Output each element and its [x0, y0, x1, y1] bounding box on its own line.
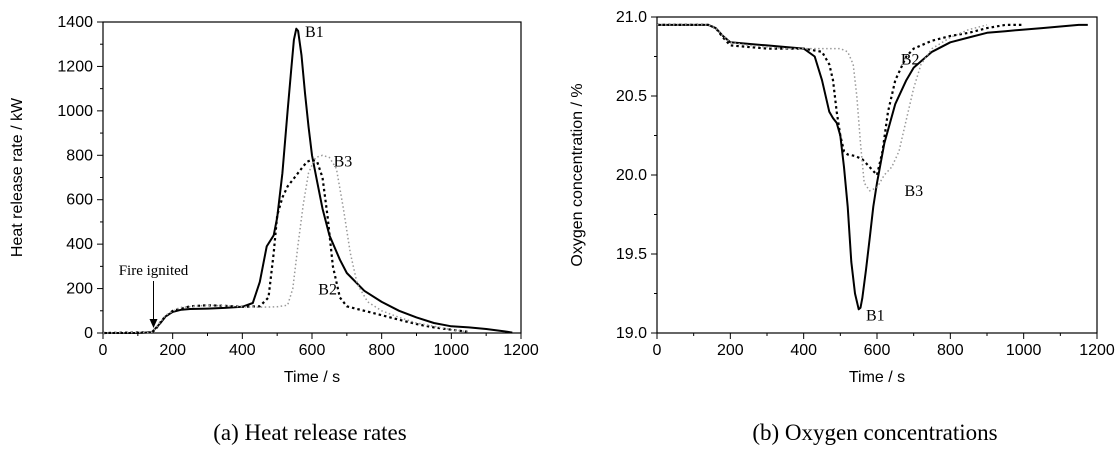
series-label-b2: B2	[318, 282, 337, 299]
x-tick-label: 1200	[1079, 342, 1115, 359]
y-tick-label: 200	[66, 281, 93, 298]
oxygen-concentration-panel: 0 200 400 600 800 1000 1200 19.0 19.5 20.0 20.5 21.…	[569, 9, 1115, 445]
y-tick-label: 19.0	[616, 325, 647, 342]
series-label-b1: B1	[866, 308, 885, 325]
y-tick-label: 0	[84, 325, 93, 342]
y-tick-label: 600	[66, 192, 93, 209]
y-tick-label: 1200	[57, 58, 93, 75]
series-label-b3: B3	[334, 154, 353, 171]
series-line-b2	[102, 158, 469, 335]
x-tick-label: 800	[368, 342, 395, 359]
x-tick-label: 1000	[1006, 342, 1042, 359]
x-tick-label: 0	[99, 342, 108, 359]
panel-caption: (b) Oxygen concentrations	[752, 420, 997, 445]
x-axis-label: Time / s	[849, 369, 905, 386]
x-tick-label: 600	[864, 342, 891, 359]
plot-frame	[102, 21, 522, 334]
series-line-b2	[657, 23, 1024, 177]
heat-release-panel: 0 200 400 600 800 1000 1200 0 200 400 600 800 1000 12…	[9, 14, 539, 445]
series-line-b1	[657, 23, 1088, 311]
y-tick-label: 1400	[57, 14, 93, 31]
y-axis-label: Heat release rate / kW	[9, 97, 26, 257]
x-tick-label: 400	[790, 342, 817, 359]
plot-frame	[656, 16, 1098, 334]
series-line-b3	[657, 24, 988, 192]
y-tick-label: 400	[66, 236, 93, 253]
series-label-b3: B3	[905, 183, 924, 200]
series-line-b1	[103, 27, 513, 334]
series-line-b3	[102, 154, 469, 334]
y-axis-label: Oxygen concentration / %	[569, 83, 586, 266]
x-tick-label: 1000	[434, 342, 470, 359]
x-axis-label: Time / s	[284, 369, 340, 386]
series-label-b2: B2	[901, 52, 920, 69]
y-tick-label: 20.0	[616, 167, 647, 184]
fire-ignited-annotation: Fire ignited	[119, 263, 189, 328]
x-tick-label: 800	[937, 342, 964, 359]
y-tick-label: 21.0	[616, 9, 647, 26]
x-tick-label: 0	[653, 342, 662, 359]
series-label-b1: B1	[305, 24, 324, 41]
panel-caption: (a) Heat release rates	[213, 420, 406, 445]
annotation-label: Fire ignited	[119, 263, 189, 279]
x-tick-label: 600	[299, 342, 326, 359]
x-tick-label: 200	[717, 342, 744, 359]
arrow-head-icon	[149, 319, 158, 328]
y-tick-label: 19.5	[616, 246, 647, 263]
x-tick-label: 1200	[503, 342, 539, 359]
x-tick-label: 200	[159, 342, 186, 359]
y-tick-label: 20.5	[616, 88, 647, 105]
y-tick-label: 800	[66, 147, 93, 164]
x-tick-label: 400	[229, 342, 256, 359]
y-tick-label: 1000	[57, 103, 93, 120]
